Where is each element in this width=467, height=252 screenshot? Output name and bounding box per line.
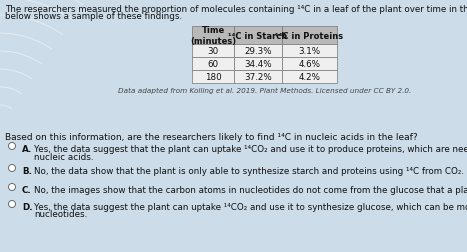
Text: No, the images show that the carbon atoms in nucleotides do not come from the gl: No, the images show that the carbon atom… [34, 185, 467, 194]
Text: 4.6%: 4.6% [298, 60, 320, 69]
Bar [192, 45, 234, 58]
Circle shape [8, 143, 15, 150]
Bar [282, 45, 337, 58]
Text: ¹⁴C in Starch: ¹⁴C in Starch [228, 32, 288, 40]
Bar [282, 71, 337, 84]
Bar [234, 27, 282, 45]
Text: 34.4%: 34.4% [244, 60, 272, 69]
Text: ¹⁴C in Proteins: ¹⁴C in Proteins [276, 32, 344, 40]
Text: nucleotides.: nucleotides. [34, 210, 87, 219]
Text: B.: B. [22, 166, 32, 175]
Circle shape [8, 165, 15, 172]
Text: 180: 180 [205, 73, 221, 82]
Text: 30: 30 [207, 47, 219, 56]
Bar [234, 58, 282, 71]
Text: Yes, the data suggest the plant can uptake ¹⁴CO₂ and use it to synthesize glucos: Yes, the data suggest the plant can upta… [34, 202, 467, 211]
Text: Based on this information, are the researchers likely to find ¹⁴C in nucleic aci: Based on this information, are the resea… [5, 133, 417, 141]
Text: nucleic acids.: nucleic acids. [34, 152, 93, 161]
Circle shape [8, 201, 15, 208]
Text: below shows a sample of these findings.: below shows a sample of these findings. [5, 12, 182, 21]
Bar [192, 27, 234, 45]
Text: 29.3%: 29.3% [244, 47, 272, 56]
Bar [282, 58, 337, 71]
Text: 37.2%: 37.2% [244, 73, 272, 82]
Bar [282, 27, 337, 45]
Text: 4.2%: 4.2% [298, 73, 320, 82]
Text: The researchers measured the proportion of molecules containing ¹⁴C in a leaf of: The researchers measured the proportion … [5, 5, 467, 14]
Text: 3.1%: 3.1% [298, 47, 320, 56]
Bar [192, 58, 234, 71]
Text: D.: D. [22, 202, 33, 211]
Bar [234, 45, 282, 58]
Text: A.: A. [22, 144, 32, 153]
Bar [234, 71, 282, 84]
Bar [192, 71, 234, 84]
Circle shape [8, 184, 15, 191]
Text: Data adapted from Kolling et al. 2019. Plant Methods. Licensed under CC BY 2.0.: Data adapted from Kolling et al. 2019. P… [118, 88, 411, 94]
Text: Yes, the data suggest that the plant can uptake ¹⁴CO₂ and use it to produce prot: Yes, the data suggest that the plant can… [34, 144, 467, 153]
Text: No, the data show that the plant is only able to synthesize starch and proteins : No, the data show that the plant is only… [34, 166, 464, 175]
Text: C.: C. [22, 185, 32, 194]
Text: 60: 60 [207, 60, 219, 69]
Text: Time
(minutes): Time (minutes) [190, 26, 236, 46]
